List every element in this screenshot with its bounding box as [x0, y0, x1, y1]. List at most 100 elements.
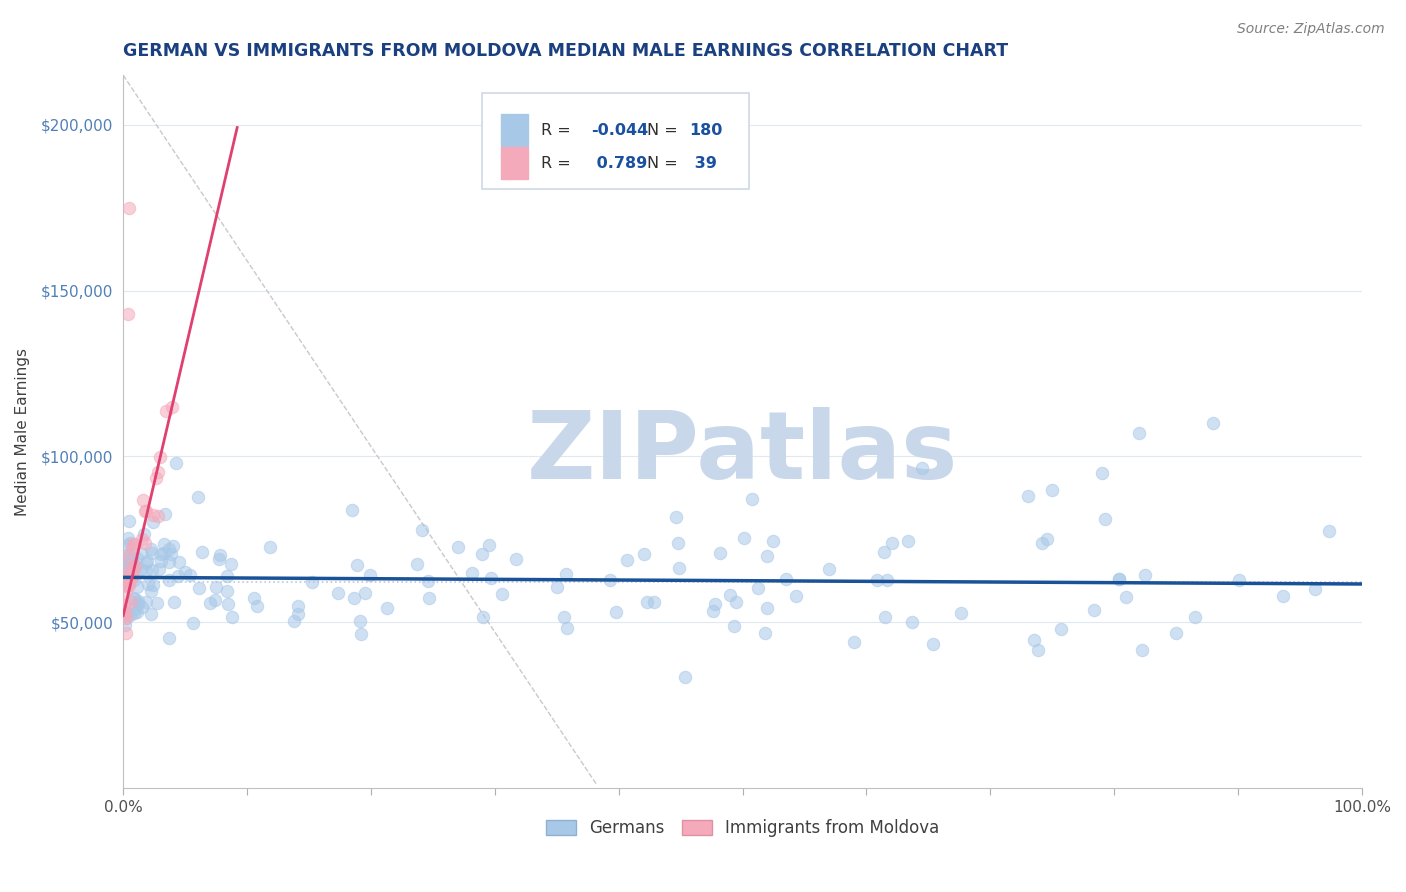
Point: [1017, 489, 1039, 503]
Point: [121, 541, 143, 555]
Point: [666, 535, 689, 549]
Point: [127, 594, 149, 608]
Point: [114, 583, 136, 598]
Point: [762, 534, 785, 549]
Point: [132, 493, 155, 508]
Point: [1083, 603, 1105, 617]
Point: [117, 307, 139, 321]
Point: [167, 555, 190, 569]
Point: [122, 606, 145, 620]
Point: [720, 588, 742, 602]
Point: [145, 471, 167, 485]
Point: [181, 615, 204, 630]
Point: [354, 586, 377, 600]
Point: [121, 569, 143, 583]
Point: [148, 562, 170, 576]
Point: [125, 580, 148, 594]
Point: [124, 537, 146, 551]
Point: [1050, 622, 1073, 636]
Point: [150, 547, 173, 561]
Point: [135, 564, 157, 578]
Point: [135, 595, 157, 609]
Point: [897, 534, 920, 549]
Point: [901, 615, 924, 630]
Point: [553, 610, 575, 624]
Point: [157, 542, 180, 557]
Point: [1036, 532, 1059, 546]
Point: [1303, 582, 1326, 596]
Point: [115, 560, 138, 574]
Point: [146, 466, 169, 480]
Point: [114, 611, 136, 625]
Point: [703, 597, 725, 611]
Point: [643, 595, 665, 609]
Point: [204, 593, 226, 607]
Point: [1091, 466, 1114, 480]
Point: [217, 598, 239, 612]
Point: [136, 554, 159, 568]
Point: [673, 670, 696, 684]
Point: [148, 450, 170, 464]
Text: R =: R =: [541, 123, 575, 138]
Point: [115, 626, 138, 640]
Point: [118, 607, 141, 622]
Point: [723, 619, 745, 633]
Point: [118, 561, 141, 575]
Point: [665, 510, 688, 524]
Point: [118, 549, 141, 563]
Point: [114, 607, 136, 622]
Point: [162, 400, 184, 414]
Point: [842, 635, 865, 649]
Point: [124, 591, 146, 605]
Point: [162, 539, 184, 553]
Point: [555, 621, 578, 635]
Point: [505, 552, 527, 566]
Point: [117, 532, 139, 546]
Point: [633, 547, 655, 561]
Point: [922, 637, 945, 651]
Point: [115, 564, 138, 578]
Point: [117, 549, 139, 564]
Point: [873, 610, 896, 624]
Point: [114, 555, 136, 569]
Point: [876, 573, 898, 587]
Point: [243, 591, 266, 605]
Point: [287, 607, 309, 621]
Point: [114, 618, 136, 632]
Point: [127, 597, 149, 611]
Point: [127, 550, 149, 565]
Point: [375, 601, 398, 615]
Point: [114, 578, 136, 592]
Point: [146, 596, 169, 610]
Point: [120, 536, 142, 550]
Text: R =: R =: [541, 156, 575, 171]
Point: [259, 541, 281, 555]
Point: [1022, 633, 1045, 648]
Point: [141, 578, 163, 592]
Point: [725, 595, 748, 609]
Legend: Germans, Immigrants from Moldova: Germans, Immigrants from Moldova: [540, 813, 946, 844]
Point: [187, 490, 209, 504]
Point: [114, 558, 136, 572]
Point: [221, 610, 243, 624]
Point: [114, 550, 136, 565]
Point: [174, 565, 197, 579]
Point: [157, 573, 180, 587]
Text: Source: ZipAtlas.com: Source: ZipAtlas.com: [1237, 22, 1385, 37]
Point: [118, 560, 141, 574]
Point: [125, 605, 148, 619]
Point: [134, 527, 156, 541]
Point: [616, 552, 638, 566]
Point: [350, 627, 373, 641]
Point: [1271, 590, 1294, 604]
Point: [155, 404, 177, 418]
Point: [479, 571, 502, 585]
Point: [406, 557, 429, 571]
Point: [129, 562, 152, 576]
Point: [1108, 572, 1130, 586]
Point: [118, 514, 141, 528]
Point: [141, 607, 163, 622]
Point: [328, 585, 350, 599]
Point: [733, 532, 755, 546]
Point: [115, 611, 138, 625]
